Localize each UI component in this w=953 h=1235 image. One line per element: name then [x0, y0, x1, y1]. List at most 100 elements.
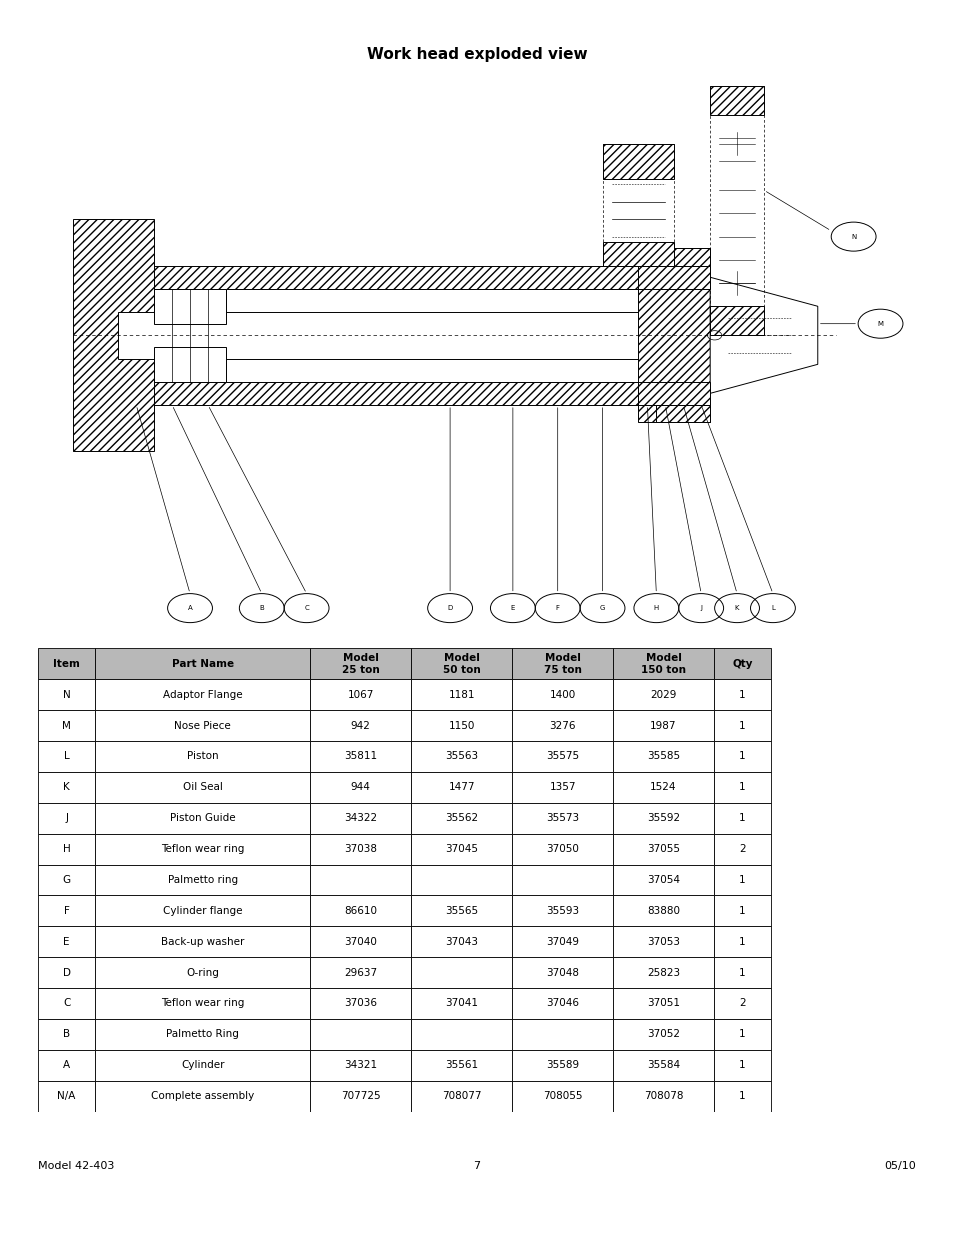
Bar	[613, 864, 713, 895]
Bar	[38, 679, 95, 710]
Text: 1150: 1150	[448, 720, 475, 731]
Text: 3276: 3276	[549, 720, 576, 731]
Bar	[95, 834, 310, 864]
Text: 35573: 35573	[545, 813, 578, 824]
Bar	[713, 926, 770, 957]
Bar	[713, 864, 770, 895]
Polygon shape	[709, 278, 817, 394]
Bar	[411, 864, 512, 895]
Bar	[95, 895, 310, 926]
Text: C: C	[63, 998, 71, 1009]
Text: 1: 1	[739, 967, 745, 978]
Text: 944: 944	[351, 782, 371, 793]
Bar	[95, 803, 310, 834]
Bar	[38, 957, 95, 988]
Polygon shape	[154, 289, 226, 382]
Bar	[310, 710, 411, 741]
Bar	[713, 834, 770, 864]
Text: 1: 1	[739, 689, 745, 700]
Text: 05/10: 05/10	[883, 1161, 915, 1171]
Bar	[411, 1050, 512, 1081]
Bar	[512, 803, 613, 834]
Text: Palmetto Ring: Palmetto Ring	[166, 1029, 239, 1040]
Text: H: H	[653, 605, 659, 611]
Text: Cylinder: Cylinder	[181, 1060, 224, 1071]
Bar	[310, 864, 411, 895]
Text: 35563: 35563	[445, 751, 477, 762]
Text: 707725: 707725	[340, 1091, 380, 1102]
Text: Qty: Qty	[732, 658, 752, 669]
Text: 1: 1	[739, 936, 745, 947]
Bar	[613, 772, 713, 803]
Polygon shape	[118, 312, 674, 358]
Text: K: K	[63, 782, 70, 793]
Polygon shape	[638, 266, 709, 289]
Bar	[613, 957, 713, 988]
Bar	[411, 1019, 512, 1050]
Text: G: G	[63, 874, 71, 885]
Text: N: N	[63, 689, 71, 700]
Text: 1357: 1357	[549, 782, 576, 793]
Polygon shape	[638, 248, 709, 422]
Bar	[512, 957, 613, 988]
Bar	[310, 957, 411, 988]
Bar	[38, 926, 95, 957]
Bar	[512, 1081, 613, 1112]
Text: 37054: 37054	[646, 874, 679, 885]
Text: 1: 1	[739, 813, 745, 824]
Polygon shape	[602, 143, 674, 179]
Bar	[512, 1050, 613, 1081]
Bar	[310, 926, 411, 957]
Text: 35565: 35565	[445, 905, 477, 916]
Text: C: C	[304, 605, 309, 611]
Polygon shape	[154, 289, 226, 324]
Bar	[512, 988, 613, 1019]
Text: B: B	[63, 1029, 71, 1040]
Text: Model
75 ton: Model 75 ton	[543, 653, 581, 674]
Text: 35561: 35561	[445, 1060, 477, 1071]
Text: Model 42-403: Model 42-403	[38, 1161, 114, 1171]
Text: 37049: 37049	[545, 936, 578, 947]
Text: 1: 1	[739, 1060, 745, 1071]
Polygon shape	[118, 266, 674, 289]
Text: 7: 7	[473, 1161, 480, 1171]
Bar	[38, 1081, 95, 1112]
Text: Piston: Piston	[187, 751, 218, 762]
Bar	[310, 1081, 411, 1112]
Text: 1: 1	[739, 1029, 745, 1040]
Bar	[38, 895, 95, 926]
Bar	[411, 772, 512, 803]
Text: Part Name: Part Name	[172, 658, 233, 669]
Bar	[411, 895, 512, 926]
Bar	[95, 1050, 310, 1081]
Bar	[713, 803, 770, 834]
Text: 37048: 37048	[545, 967, 578, 978]
Text: 37053: 37053	[646, 936, 679, 947]
Text: J: J	[700, 605, 701, 611]
Bar	[713, 1050, 770, 1081]
Bar	[512, 926, 613, 957]
Bar	[512, 895, 613, 926]
Text: Model
150 ton: Model 150 ton	[640, 653, 685, 674]
Text: 37055: 37055	[646, 844, 679, 855]
Text: 35589: 35589	[545, 1060, 578, 1071]
Bar	[310, 834, 411, 864]
Bar	[713, 895, 770, 926]
Bar	[310, 741, 411, 772]
Bar	[613, 803, 713, 834]
Text: 35811: 35811	[344, 751, 376, 762]
Text: Item: Item	[53, 658, 80, 669]
Bar	[95, 864, 310, 895]
Bar	[613, 988, 713, 1019]
Bar	[411, 957, 512, 988]
Text: Model
50 ton: Model 50 ton	[442, 653, 480, 674]
Text: M: M	[62, 720, 71, 731]
Polygon shape	[154, 347, 226, 382]
Bar	[38, 864, 95, 895]
Bar	[713, 741, 770, 772]
Bar	[310, 1050, 411, 1081]
Text: 37050: 37050	[545, 844, 578, 855]
Text: 1: 1	[739, 874, 745, 885]
Text: 35575: 35575	[545, 751, 578, 762]
Bar	[512, 710, 613, 741]
